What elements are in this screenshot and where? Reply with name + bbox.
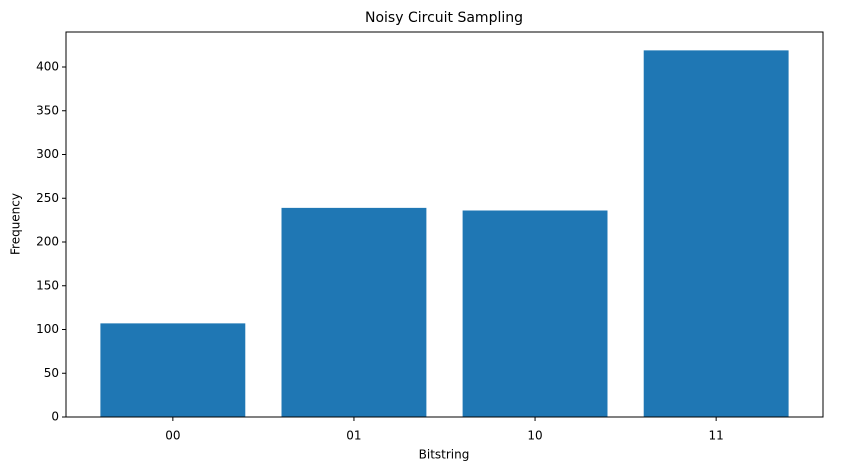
y-tick-label: 200: [36, 235, 59, 249]
bar: [100, 323, 246, 417]
y-tick-label: 250: [36, 191, 59, 205]
bar: [462, 210, 608, 417]
y-tick-label: 300: [36, 147, 59, 161]
x-tick-label: 10: [527, 429, 542, 443]
x-axis-label: Bitstring: [419, 448, 470, 462]
x-tick-label: 00: [165, 429, 180, 443]
y-tick-label: 350: [36, 103, 59, 117]
plot-frame: [65, 31, 824, 418]
bar: [643, 50, 789, 417]
y-tick-label: 50: [44, 366, 59, 380]
y-tick-label: 150: [36, 278, 59, 292]
x-tick-label: 01: [346, 429, 361, 443]
bar: [281, 207, 427, 417]
y-tick-label: 100: [36, 322, 59, 336]
y-axis-label: Frequency: [9, 193, 23, 255]
chart-title: Noisy Circuit Sampling: [365, 10, 523, 26]
y-tick-label: 400: [36, 60, 59, 74]
y-tick-label: 0: [51, 410, 59, 424]
x-tick-label: 11: [709, 429, 724, 443]
